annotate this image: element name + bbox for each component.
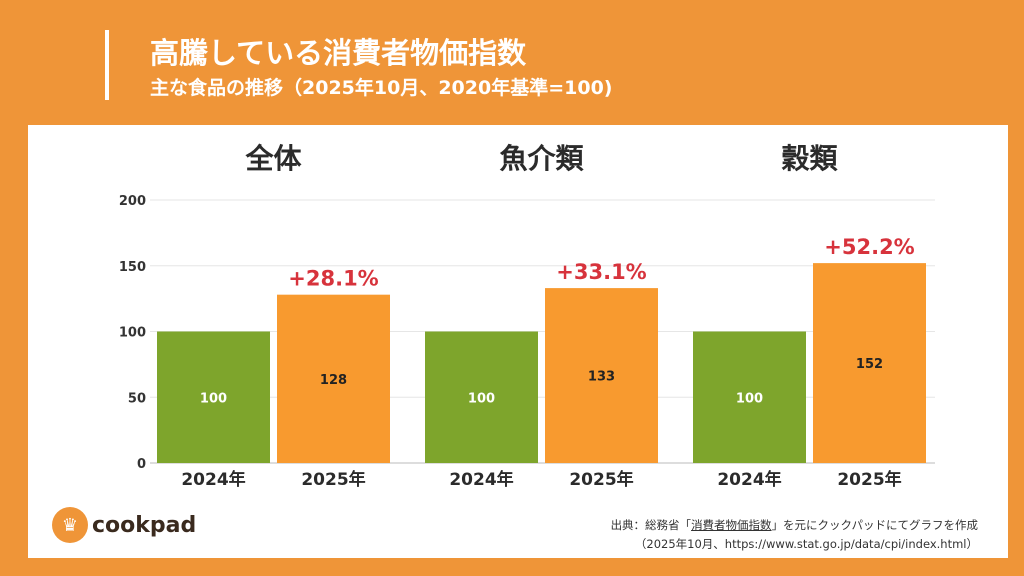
- bar-value-label: 152: [856, 357, 883, 372]
- source-link[interactable]: 消費者物価指数: [691, 518, 772, 532]
- page-subtitle: 主な食品の推移（2025年10月、2020年基準=100): [150, 77, 613, 99]
- x-tick-label: 2025年: [837, 469, 901, 490]
- y-tick-label: 0: [137, 457, 146, 472]
- change-label: +52.2%: [824, 235, 914, 259]
- panel-title: 魚介類: [499, 142, 584, 175]
- page-title: 高騰している消費者物価指数: [150, 36, 527, 70]
- bar: [693, 331, 806, 463]
- x-tick-label: 2024年: [717, 469, 781, 490]
- bar: [277, 294, 390, 463]
- x-tick-label: 2025年: [301, 469, 365, 490]
- x-tick-label: 2024年: [449, 469, 513, 490]
- cookpad-logo: ♛ cookpad: [52, 507, 196, 543]
- source-line2: （2025年10月、https://www.stat.go.jp/data/cp…: [634, 537, 978, 551]
- bar: [545, 288, 658, 463]
- y-tick-label: 150: [119, 260, 146, 275]
- bar: [425, 331, 538, 463]
- bar-value-label: 128: [320, 373, 347, 388]
- y-tick-label: 200: [119, 194, 146, 209]
- panel-title: 穀類: [781, 142, 838, 175]
- bar: [813, 263, 926, 463]
- chef-hat-icon: ♛: [52, 507, 88, 543]
- bar-value-label: 100: [736, 391, 763, 406]
- bar: [157, 331, 270, 463]
- change-label: +28.1%: [288, 267, 378, 291]
- change-label: +33.1%: [556, 260, 646, 284]
- bar-value-label: 100: [200, 391, 227, 406]
- bar-value-label: 100: [468, 391, 495, 406]
- x-tick-label: 2024年: [181, 469, 245, 490]
- logo-text: cookpad: [92, 512, 197, 538]
- y-tick-label: 50: [128, 391, 146, 406]
- source-suffix: 」を元にクックパッドにてグラフを作成: [771, 518, 978, 532]
- y-tick-label: 100: [119, 326, 146, 341]
- title-accent-bar: [105, 30, 109, 100]
- panel-title: 全体: [244, 142, 302, 175]
- x-tick-label: 2025年: [569, 469, 633, 490]
- bar-value-label: 133: [588, 370, 615, 385]
- source-prefix: 出典：総務省「: [610, 518, 692, 532]
- source-note: 出典：総務省「消費者物価指数」を元にクックパッドにてグラフを作成 （2025年1…: [611, 516, 978, 554]
